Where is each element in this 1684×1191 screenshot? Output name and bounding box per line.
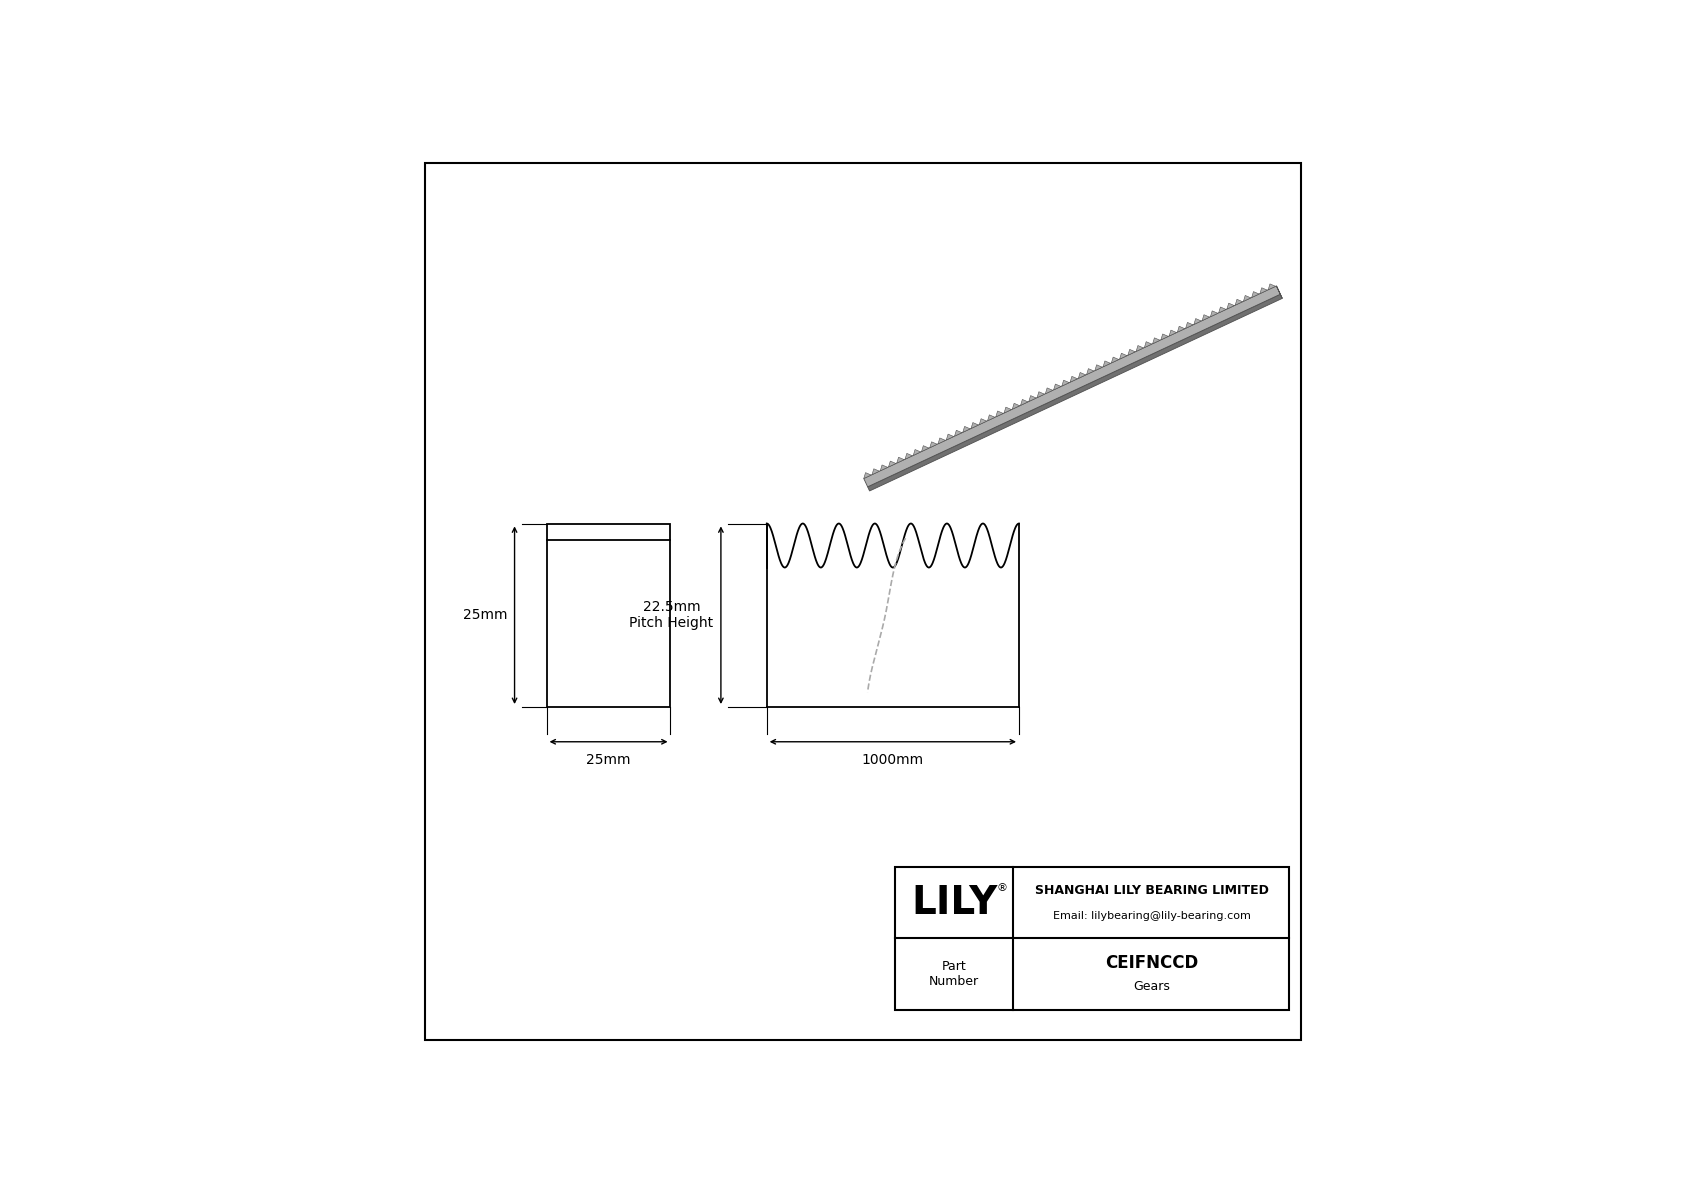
Polygon shape [1063,380,1069,386]
Text: Part
Number: Part Number [930,960,980,989]
Polygon shape [1086,369,1095,374]
Text: Email: lilybearing@lily-bearing.com: Email: lilybearing@lily-bearing.com [1052,911,1251,921]
Polygon shape [1128,349,1135,355]
Polygon shape [889,461,896,467]
Polygon shape [1012,404,1021,410]
Polygon shape [1069,376,1078,382]
Polygon shape [1103,361,1110,367]
Polygon shape [1152,338,1160,344]
Text: CEIFNCCD: CEIFNCCD [1105,954,1197,972]
Polygon shape [1243,295,1251,301]
Polygon shape [1177,326,1186,332]
Polygon shape [972,423,978,429]
Text: LILY: LILY [911,884,997,922]
Polygon shape [1251,292,1260,298]
Text: 1000mm: 1000mm [862,753,925,767]
Text: Gears: Gears [1133,980,1170,993]
Bar [896,867,1290,1010]
Polygon shape [1078,373,1086,379]
Polygon shape [872,469,879,475]
Polygon shape [864,286,1280,487]
Polygon shape [1029,395,1036,401]
Polygon shape [1234,299,1243,305]
Text: 25mm: 25mm [463,609,507,622]
Polygon shape [1260,288,1268,294]
Polygon shape [1120,354,1127,360]
Polygon shape [1054,384,1061,389]
Text: 25mm: 25mm [586,753,632,767]
Polygon shape [1194,318,1201,324]
Polygon shape [980,419,987,424]
Polygon shape [1228,304,1234,308]
Polygon shape [1160,333,1169,339]
Polygon shape [955,430,962,436]
Polygon shape [1111,357,1118,363]
Polygon shape [913,449,921,455]
Polygon shape [987,414,995,420]
Polygon shape [864,473,871,479]
Polygon shape [1145,342,1152,348]
Polygon shape [1004,407,1012,413]
Polygon shape [963,426,970,432]
Polygon shape [867,294,1282,491]
Text: ®: ® [997,884,1007,893]
Polygon shape [904,454,913,460]
Polygon shape [881,464,887,470]
Polygon shape [1021,399,1027,405]
Text: SHANGHAI LILY BEARING LIMITED: SHANGHAI LILY BEARING LIMITED [1034,884,1268,897]
Polygon shape [1186,323,1192,329]
Polygon shape [1095,364,1103,370]
Polygon shape [1276,286,1282,299]
Polygon shape [921,445,930,451]
Text: 22.5mm
Pitch Height: 22.5mm Pitch Height [630,600,714,630]
Polygon shape [938,438,945,444]
Polygon shape [898,457,904,463]
Polygon shape [1046,388,1052,394]
Polygon shape [946,434,953,439]
Polygon shape [1037,392,1044,398]
Polygon shape [1211,311,1218,317]
Polygon shape [930,442,938,448]
Polygon shape [1137,345,1143,351]
Polygon shape [1268,283,1275,289]
Polygon shape [995,411,1004,417]
Polygon shape [1202,314,1209,320]
Bar [547,524,670,707]
Polygon shape [1219,307,1226,313]
Polygon shape [1169,330,1177,336]
